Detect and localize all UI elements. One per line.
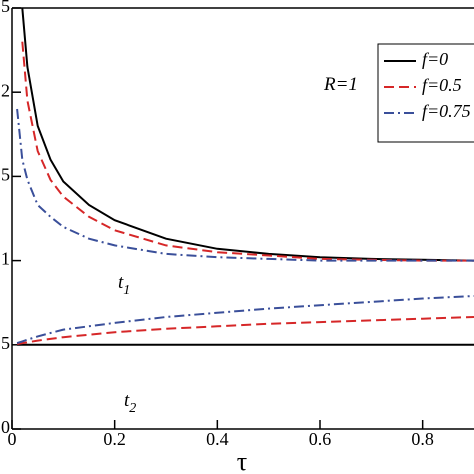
series-line (16, 108, 474, 262)
x-axis-label: τ (237, 447, 247, 474)
x-tick-label: 0.6 (309, 429, 332, 449)
annotation-text: t (124, 390, 130, 411)
annotation-sub: 1 (123, 283, 130, 298)
annotation: R=1 (323, 74, 358, 95)
x-tick-label: 0.2 (103, 429, 126, 449)
legend-label: f=0.75 (422, 101, 471, 121)
y-tick-label: 0 (1, 417, 10, 437)
annotation: t1 (118, 272, 130, 298)
series-line (16, 316, 474, 345)
series-line (21, 7, 474, 262)
x-tick-label: 0.8 (411, 429, 434, 449)
y-tick-label: 1.5 (0, 165, 10, 185)
y-tick-label: 2 (1, 80, 10, 100)
annotation: t2 (124, 390, 136, 416)
annotation-text: t (118, 272, 124, 293)
x-tick-label: 0.4 (206, 429, 229, 449)
y-tick-label: 0.5 (0, 333, 10, 353)
annotation-text: R=1 (323, 74, 358, 95)
y-tick-label: 2.5 (0, 0, 10, 16)
legend-label: f=0 (422, 49, 448, 69)
y-tick-label: 1 (1, 249, 10, 269)
legend-label: f=0.5 (422, 75, 462, 95)
series-line (16, 295, 474, 345)
x-tick-label: 0 (8, 429, 17, 449)
annotation-sub: 2 (129, 401, 136, 416)
